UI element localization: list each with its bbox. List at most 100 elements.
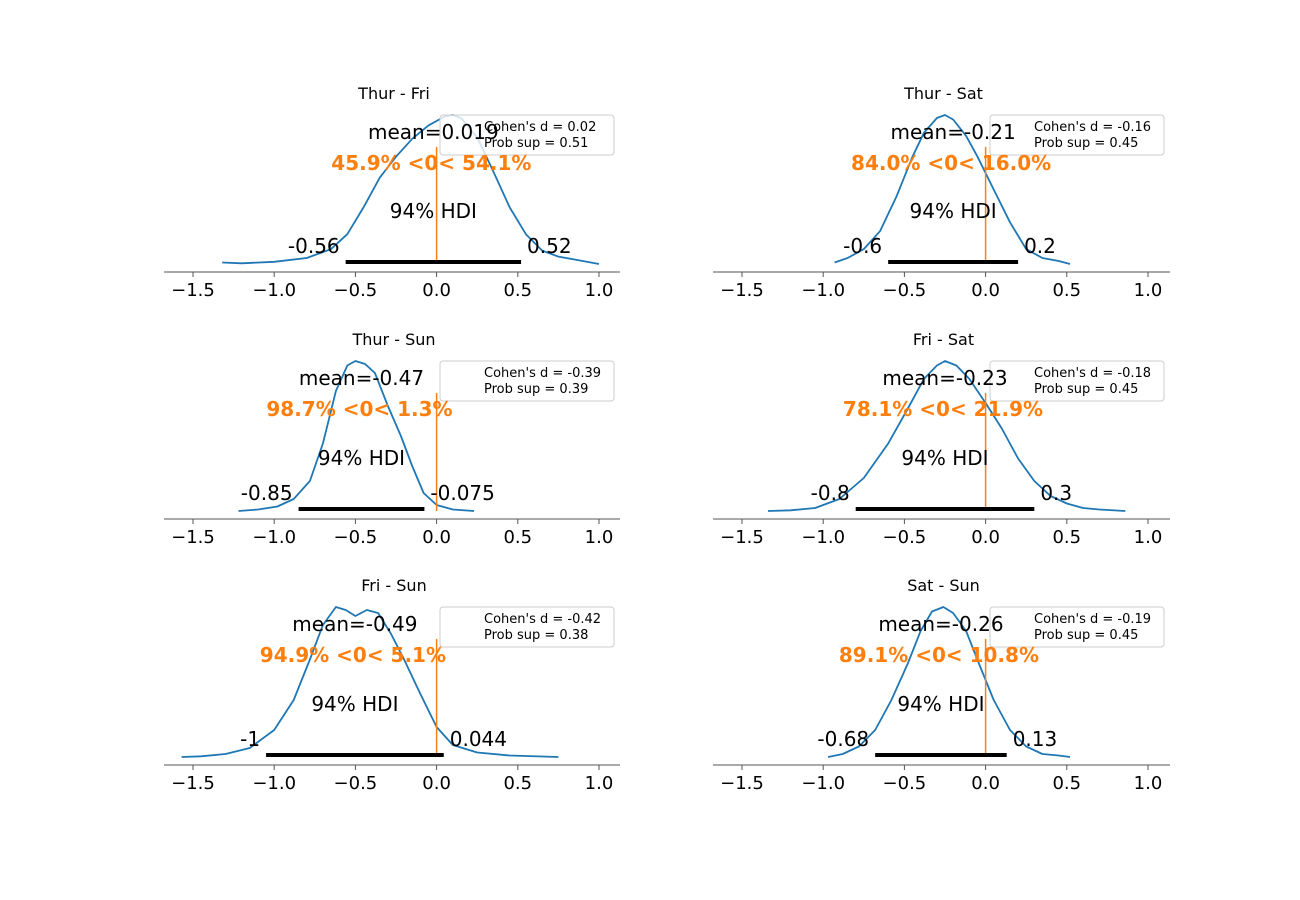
x-tick-label: 0.5: [503, 773, 532, 794]
legend-prob-sup: Prob sup = 0.45: [1034, 628, 1138, 643]
x-tick-label: 0.0: [422, 527, 451, 548]
panel-sat-vs-sun: Sat - Sun −1.5 −1.0 −0.5 0.0 0.5 1.0 Cohen's d …: [713, 576, 1170, 794]
x-tick-label: −1.5: [720, 773, 764, 794]
hdi-label: 94% HDI: [897, 692, 984, 716]
x-tick-label: −1.5: [171, 527, 215, 548]
x-tick-label: −0.5: [883, 527, 927, 548]
panel-title: Fri - Sat: [913, 330, 974, 349]
probability-label: 94.9% <0< 5.1%: [260, 643, 446, 667]
x-tick-label: −0.5: [883, 280, 927, 301]
x-tick-label: 0.5: [1052, 773, 1081, 794]
x-tick-label: −1.0: [801, 527, 845, 548]
panel-title: Sat - Sun: [907, 576, 980, 595]
legend-prob-sup: Prob sup = 0.38: [484, 628, 588, 643]
hdi-lower-label: -0.6: [843, 234, 882, 258]
hdi-lower-label: -0.68: [817, 727, 869, 751]
x-tick-label: −1.5: [720, 280, 764, 301]
panel-title: Thur - Fri: [357, 84, 430, 103]
density-curve: [827, 606, 1071, 758]
mean-label: mean=-0.49: [292, 612, 417, 636]
x-tick-label: −1.5: [720, 527, 764, 548]
legend-prob-sup: Prob sup = 0.45: [1034, 382, 1138, 397]
hdi-upper-label: 0.3: [1040, 481, 1072, 505]
x-tick-label: −0.5: [334, 773, 378, 794]
hdi-lower-label: -0.85: [241, 481, 293, 505]
density-curve: [222, 114, 600, 265]
x-tick-label: −1.5: [171, 280, 215, 301]
hdi-upper-label: 0.13: [1013, 727, 1058, 751]
probability-label: 84.0% <0< 16.0%: [851, 151, 1051, 175]
mean-label: mean=0.019: [368, 120, 499, 144]
legend-cohens-d: Cohen's d = -0.19: [1034, 612, 1151, 627]
density-curve: [181, 606, 559, 758]
legend-box: [989, 606, 1165, 648]
x-tick-label: 1.0: [1134, 527, 1163, 548]
panel-thur-vs-sat: Thur - Sat −1.5 −1.0 −0.5 0.0 0.5 1.0 Cohen's d…: [713, 84, 1170, 301]
hdi-label: 94% HDI: [318, 446, 405, 470]
legend-box: [989, 114, 1165, 156]
x-tick-label: −1.0: [801, 773, 845, 794]
legend-box: [439, 606, 615, 648]
legend-box: [439, 114, 615, 156]
x-tick-label: −1.5: [171, 773, 215, 794]
x-tick-label: 0.0: [422, 280, 451, 301]
x-tick-label: −0.5: [883, 773, 927, 794]
legend-prob-sup: Prob sup = 0.51: [484, 136, 588, 151]
x-tick-label: 0.0: [422, 773, 451, 794]
mean-label: mean=-0.23: [882, 366, 1007, 390]
density-curve: [767, 360, 1126, 512]
x-tick-label: −1.0: [252, 280, 296, 301]
x-tick-label: 1.0: [1134, 280, 1163, 301]
mean-label: mean=-0.26: [878, 612, 1003, 636]
x-tick-label: 1.0: [585, 773, 614, 794]
panel-title: Thur - Sun: [351, 330, 435, 349]
probability-label: 98.7% <0< 1.3%: [266, 397, 452, 421]
hdi-lower-label: -0.8: [811, 481, 850, 505]
hdi-lower-label: -0.56: [288, 234, 340, 258]
x-tick-label: 0.0: [971, 280, 1000, 301]
legend-prob-sup: Prob sup = 0.45: [1034, 136, 1138, 151]
x-tick-label: −1.0: [252, 527, 296, 548]
panel-title: Thur - Sat: [903, 84, 983, 103]
hdi-upper-label: 0.2: [1024, 234, 1056, 258]
legend-cohens-d: Cohen's d = -0.16: [1034, 120, 1151, 135]
legend-cohens-d: Cohen's d = -0.18: [1034, 366, 1151, 381]
panel-title: Fri - Sun: [361, 576, 426, 595]
legend-cohens-d: Cohen's d = 0.02: [484, 120, 596, 135]
legend-cohens-d: Cohen's d = -0.39: [484, 366, 601, 381]
hdi-lower-label: -1: [240, 727, 260, 751]
panel-fri-vs-sat: Fri - Sat −1.5 −1.0 −0.5 0.0 0.5 1.0 Cohen's d …: [713, 330, 1170, 548]
hdi-label: 94% HDI: [390, 199, 477, 223]
legend-box: [989, 360, 1165, 402]
panel-thur-vs-sun: Thur - Sun −1.5 −1.0 −0.5 0.0 0.5 1.0 Cohen's d…: [164, 330, 620, 548]
x-tick-label: −1.0: [252, 773, 296, 794]
x-tick-label: 0.5: [1052, 280, 1081, 301]
x-tick-label: 0.0: [971, 773, 1000, 794]
hdi-upper-label: 0.044: [450, 727, 507, 751]
x-tick-label: −0.5: [334, 280, 378, 301]
legend-box: [439, 360, 615, 402]
x-tick-label: 1.0: [585, 280, 614, 301]
panel-thur-vs-fri: Thur - Fri −1.5 −1.0 −0.5 0.0 0.5 1.0 Cohen's d…: [164, 84, 620, 301]
x-tick-label: 0.5: [1052, 527, 1081, 548]
hdi-label: 94% HDI: [910, 199, 997, 223]
x-tick-label: 0.5: [503, 280, 532, 301]
mean-label: mean=-0.21: [891, 120, 1016, 144]
probability-label: 45.9% <0< 54.1%: [331, 151, 531, 175]
density-curve: [238, 360, 475, 512]
hdi-upper-label: -0.075: [430, 481, 494, 505]
x-tick-label: 1.0: [1134, 773, 1163, 794]
x-tick-label: 0.5: [503, 527, 532, 548]
x-tick-label: −1.0: [801, 280, 845, 301]
probability-label: 89.1% <0< 10.8%: [839, 643, 1039, 667]
hdi-label: 94% HDI: [901, 446, 988, 470]
legend-cohens-d: Cohen's d = -0.42: [484, 612, 601, 627]
density-curve: [834, 114, 1071, 265]
